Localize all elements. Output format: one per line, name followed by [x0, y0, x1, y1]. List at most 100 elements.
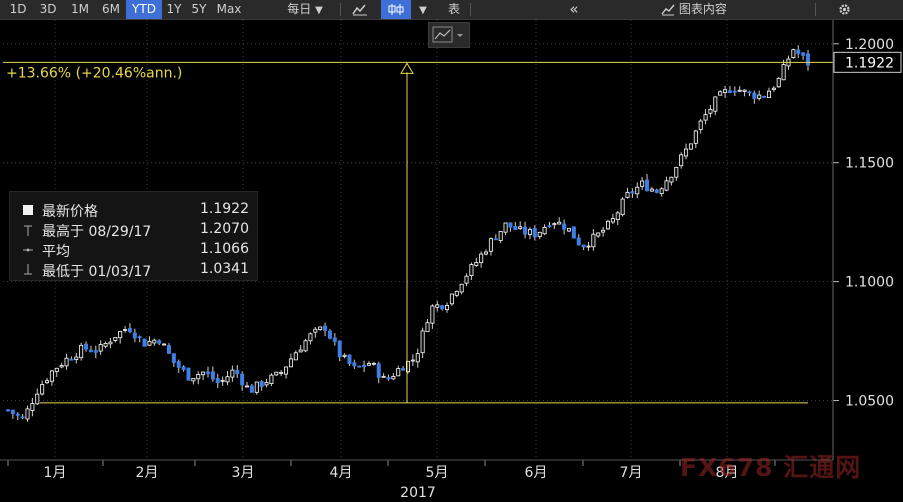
chevron-down-icon: ▼: [315, 5, 323, 16]
table-label: 表: [447, 2, 460, 16]
chart-content-icon: [661, 4, 675, 15]
candle-body: [523, 226, 528, 235]
candle-body: [15, 413, 20, 416]
candle-body: [210, 371, 215, 380]
line-chart-button[interactable]: [348, 0, 372, 19]
candle-body: [205, 371, 210, 374]
candlestick-chart-button[interactable]: [381, 0, 411, 19]
candle-body: [264, 382, 269, 386]
candle-body: [152, 339, 157, 344]
candle-body: [147, 340, 152, 346]
candle-body: [464, 275, 469, 284]
candle-body: [215, 378, 220, 384]
candle-body: [30, 403, 35, 411]
period-button-max[interactable]: Max: [216, 2, 242, 16]
candle-body: [664, 180, 669, 191]
candle-body: [113, 337, 118, 341]
candle-body: [625, 191, 630, 198]
candle-body: [474, 262, 479, 266]
period-button-6m[interactable]: 6M: [102, 2, 120, 16]
period-button-1m[interactable]: 1M: [71, 2, 89, 16]
candle-body: [586, 245, 591, 248]
chart-content-button[interactable]: 图表内容: [652, 0, 736, 19]
candle-body: [508, 222, 513, 228]
candle-body: [684, 148, 689, 157]
candle-body: [327, 330, 332, 339]
candle-body: [93, 350, 98, 353]
frequency-dropdown[interactable]: 每日 ▼: [279, 0, 331, 19]
candle-body: [737, 89, 742, 92]
x-tick-label: 7月: [620, 465, 643, 481]
candle-body: [518, 226, 523, 229]
candle-body: [645, 179, 650, 192]
candle-body: [74, 356, 79, 360]
period-button-1d[interactable]: 1D: [9, 2, 27, 16]
candle-body: [391, 375, 396, 380]
candle-body: [435, 304, 440, 308]
x-tick-label: 1月: [44, 465, 67, 481]
candle-body: [649, 188, 654, 192]
candle-body: [537, 231, 542, 237]
table-button[interactable]: 表: [440, 0, 468, 19]
candlestick-icon: [388, 4, 404, 15]
candle-body: [620, 198, 625, 216]
candle-body: [59, 365, 64, 368]
candle-body: [245, 385, 250, 388]
candle-body: [249, 385, 254, 393]
legend-value: 1.2070: [200, 221, 249, 237]
collapse-button[interactable]: «: [560, 0, 588, 19]
candle-body: [527, 229, 532, 235]
period-button-3d[interactable]: 3D: [39, 2, 57, 16]
candle-body: [201, 371, 206, 376]
period-button-5y[interactable]: 5Y: [191, 2, 207, 16]
candle-body: [79, 344, 84, 359]
chart-type-dropdown[interactable]: ▼: [413, 0, 433, 19]
candle-body: [484, 251, 489, 255]
toolbar-divider: [815, 3, 816, 16]
candle-body: [376, 363, 381, 378]
low-marker-icon: [22, 263, 34, 277]
average-marker-icon: [22, 243, 34, 257]
candle-body: [288, 358, 293, 368]
period-button-1y[interactable]: 1Y: [166, 2, 182, 16]
chart-content-label: 图表内容: [678, 2, 727, 16]
period-button-ytd[interactable]: YTD: [126, 0, 162, 19]
candle-body: [220, 379, 225, 382]
candle-body: [108, 341, 113, 345]
legend-label: 最高于 08/29/17: [42, 224, 152, 240]
candle-body: [269, 374, 274, 384]
line-chart-icon: [432, 26, 463, 43]
x-tick-label: 8月: [716, 465, 739, 481]
candle-body: [308, 333, 313, 342]
candle-body: [118, 330, 123, 339]
candle-body: [45, 380, 50, 384]
legend-row-average: 平均 1.1066: [10, 240, 257, 260]
candle-body: [703, 114, 708, 121]
chart-style-button[interactable]: [428, 22, 470, 48]
line-chart-icon: [352, 4, 367, 16]
legend-value: 1.0341: [200, 261, 249, 277]
legend-label: 平均: [42, 244, 70, 260]
candle-body: [513, 226, 518, 230]
x-year-label: 2017: [400, 485, 436, 501]
candle-body: [747, 91, 752, 94]
candle-body: [235, 369, 240, 375]
candle-body: [337, 340, 342, 358]
legend-row-last-price: 最新价格 1.1922: [10, 200, 257, 220]
candle-body: [176, 361, 181, 368]
candle-body: [806, 53, 811, 66]
candle-body: [386, 377, 391, 380]
candle-body: [693, 130, 698, 144]
candle-body: [162, 343, 167, 346]
candle-body: [742, 89, 747, 92]
candle-body: [718, 91, 723, 96]
candle-body: [186, 367, 191, 381]
square-icon: [22, 203, 34, 217]
last-price-tag: 1.1922: [845, 55, 894, 71]
candle-body: [732, 90, 737, 93]
chart-overlays: +13.66% (+20.46%ann.) 1.1922: [3, 51, 902, 404]
candle-body: [366, 363, 371, 366]
toolbar: 1D 3D 1M 6M YTD 1Y 5Y Max 每日 ▼ ▼ 表 « 图表内容: [0, 0, 903, 20]
candle-body: [371, 362, 376, 365]
settings-button[interactable]: [834, 0, 854, 19]
